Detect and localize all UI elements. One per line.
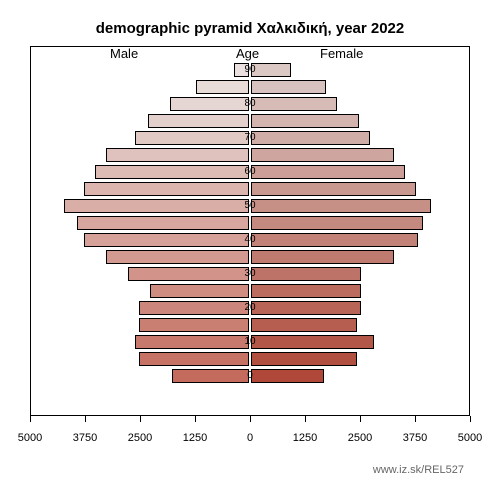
female-bar <box>251 352 357 366</box>
x-tick <box>470 416 471 422</box>
x-tick-label: 1250 <box>293 432 317 444</box>
x-tick <box>140 416 141 422</box>
chart-title: demographic pyramid Χαλκιδική, year 2022 <box>0 20 500 37</box>
male-bar <box>64 199 249 213</box>
age-tick-label: 70 <box>244 132 255 143</box>
source-footer: www.iz.sk/REL527 <box>373 464 464 476</box>
female-bar <box>251 148 394 162</box>
female-bar <box>251 114 359 128</box>
male-bar <box>128 267 249 281</box>
pyramid-chart: 0 10 20 30 40 50 60 70 80 90 0 1250 1250 2500 2500 375… <box>30 46 470 446</box>
female-bar <box>251 284 361 298</box>
x-tick <box>415 416 416 422</box>
x-tick-label: 2500 <box>128 432 152 444</box>
female-bar <box>251 80 326 94</box>
female-bar <box>251 369 324 383</box>
female-bar <box>251 335 374 349</box>
x-tick <box>85 416 86 422</box>
age-tick-label: 10 <box>244 336 255 347</box>
x-tick-label: 2500 <box>348 432 372 444</box>
female-bar <box>251 97 337 111</box>
female-bar <box>251 267 361 281</box>
male-bar <box>172 369 249 383</box>
male-bar <box>135 131 249 145</box>
x-tick-label: 1250 <box>183 432 207 444</box>
male-bar <box>106 148 249 162</box>
male-bar <box>150 284 249 298</box>
female-bar <box>251 250 394 264</box>
age-tick-label: 80 <box>244 98 255 109</box>
female-bar <box>251 233 418 247</box>
x-tick <box>360 416 361 422</box>
x-tick <box>305 416 306 422</box>
x-tick-label: 3750 <box>403 432 427 444</box>
x-tick <box>195 416 196 422</box>
male-bar <box>135 335 249 349</box>
male-bar <box>84 182 249 196</box>
female-bar <box>251 301 361 315</box>
x-tick-label: 0 <box>247 432 253 444</box>
male-bar <box>148 114 249 128</box>
male-bar <box>106 250 249 264</box>
female-bar <box>251 216 423 230</box>
x-tick <box>250 416 251 422</box>
male-bar <box>139 318 249 332</box>
male-bar <box>84 233 249 247</box>
male-bar <box>139 301 249 315</box>
male-bar <box>196 80 249 94</box>
male-bar <box>170 97 249 111</box>
male-bar <box>77 216 249 230</box>
age-tick-label: 0 <box>247 370 253 381</box>
male-bar <box>95 165 249 179</box>
age-tick-label: 90 <box>244 64 255 75</box>
age-tick-label: 40 <box>244 234 255 245</box>
age-tick-label: 30 <box>244 268 255 279</box>
female-bar <box>251 131 370 145</box>
x-tick-label: 5000 <box>18 432 42 444</box>
male-bar <box>139 352 249 366</box>
plot-area: 0 10 20 30 40 50 60 70 80 90 <box>30 46 470 416</box>
x-tick-label: 5000 <box>458 432 482 444</box>
x-tick <box>30 416 31 422</box>
age-tick-label: 20 <box>244 302 255 313</box>
age-tick-label: 60 <box>244 166 255 177</box>
female-bar <box>251 165 405 179</box>
female-bar <box>251 318 357 332</box>
female-bar <box>251 182 416 196</box>
x-tick-label: 3750 <box>73 432 97 444</box>
female-bar <box>251 199 431 213</box>
age-tick-label: 50 <box>244 200 255 211</box>
female-bar <box>251 63 291 77</box>
